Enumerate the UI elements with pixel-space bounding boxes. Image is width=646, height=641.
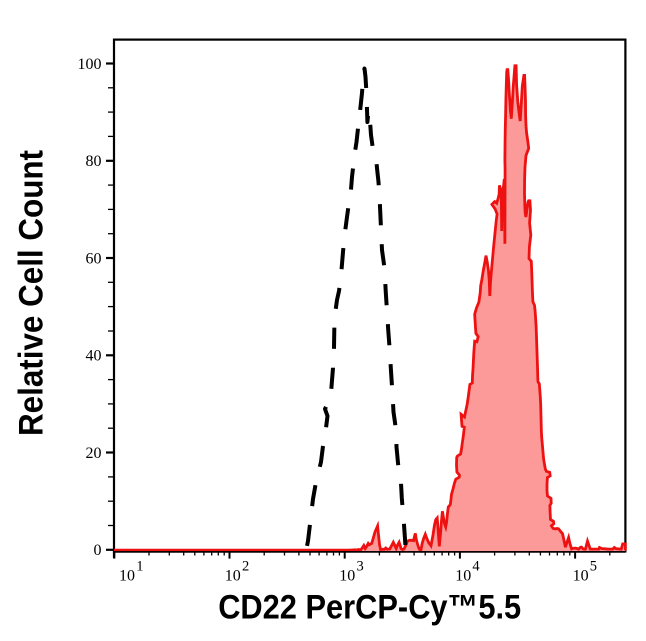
svg-text:10: 10 (339, 568, 355, 585)
svg-text:CD22 PerCP-Cy™5.5: CD22 PerCP-Cy™5.5 (218, 589, 521, 627)
svg-text:1: 1 (136, 559, 143, 575)
svg-text:40: 40 (86, 348, 102, 365)
svg-text:80: 80 (86, 153, 102, 170)
svg-text:10: 10 (455, 568, 471, 585)
svg-text:10: 10 (119, 568, 135, 585)
svg-text:2: 2 (242, 559, 249, 575)
svg-text:10: 10 (225, 568, 241, 585)
svg-text:60: 60 (86, 250, 102, 267)
svg-text:100: 100 (78, 56, 102, 73)
svg-text:20: 20 (86, 445, 102, 462)
svg-text:10: 10 (573, 568, 589, 585)
svg-text:3: 3 (357, 559, 364, 575)
svg-text:0: 0 (94, 542, 102, 559)
svg-text:5: 5 (590, 559, 597, 575)
svg-text:4: 4 (472, 559, 480, 575)
svg-text:Relative Cell Count: Relative Cell Count (13, 150, 51, 436)
